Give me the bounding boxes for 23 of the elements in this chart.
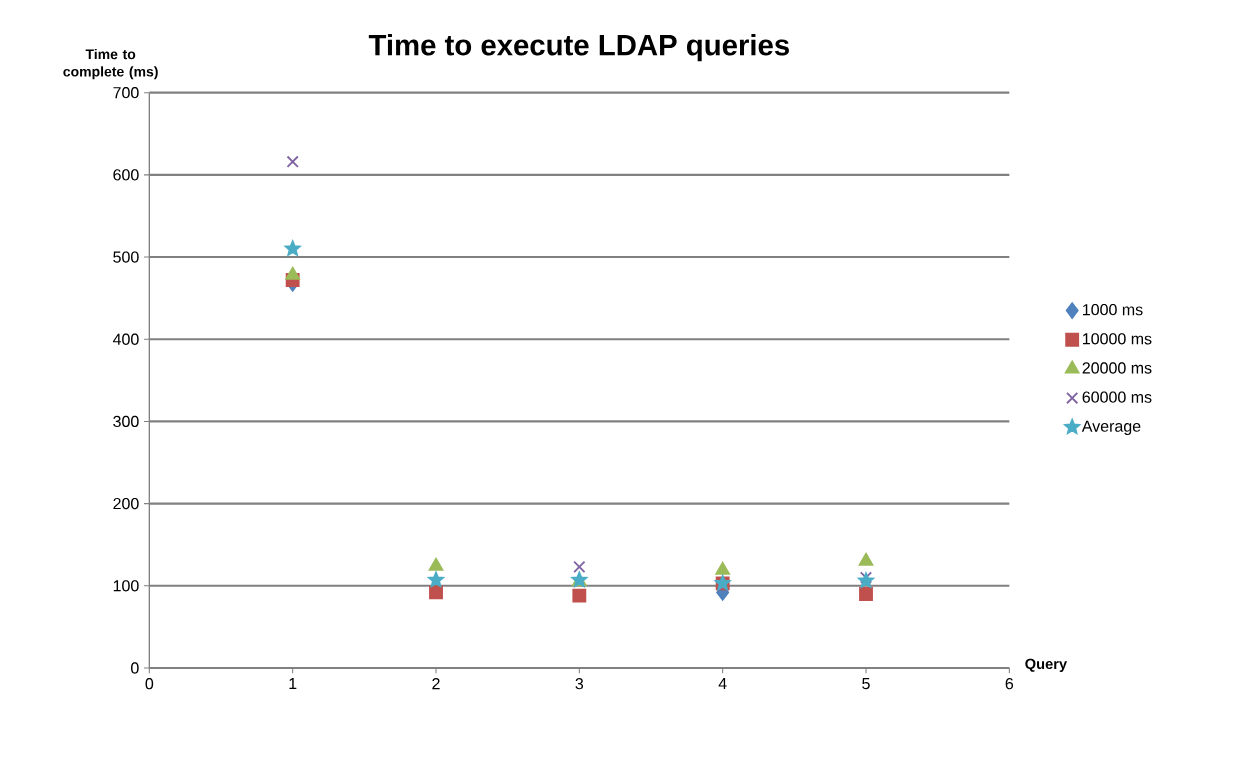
y-tick-label: 200 xyxy=(113,498,139,510)
x-tick-label: 4 xyxy=(718,678,727,690)
legend-label: 20000 ms xyxy=(1082,362,1152,374)
y-tick-label: 600 xyxy=(113,169,139,181)
legend-label: 60000 ms xyxy=(1082,391,1152,403)
y-tick-label: 0 xyxy=(131,662,139,674)
x-tick-label: 0 xyxy=(145,678,154,690)
x-tick-label: 1 xyxy=(289,678,297,690)
y-tick-label: 100 xyxy=(113,580,139,592)
y-tick-label: 300 xyxy=(113,415,139,428)
y-tick-label: 400 xyxy=(112,333,139,346)
x-tick-label: 6 xyxy=(1005,678,1014,690)
x-tick-label: 2 xyxy=(432,678,440,690)
x-tick-label: 3 xyxy=(575,678,584,690)
legend-label: Average xyxy=(1081,420,1141,436)
legend-label: 10000 ms xyxy=(1083,333,1152,345)
y-axis-title: Time to complete (ms) xyxy=(63,49,158,80)
y-tick-label: 700 xyxy=(113,87,139,99)
legend-label: 1000 ms xyxy=(1083,304,1143,316)
x-axis-title: Query xyxy=(1025,658,1068,673)
y-tick-label: 500 xyxy=(113,251,139,263)
x-tick-label: 5 xyxy=(862,678,870,690)
chart-title: Time to execute LDAP queries xyxy=(368,34,789,62)
